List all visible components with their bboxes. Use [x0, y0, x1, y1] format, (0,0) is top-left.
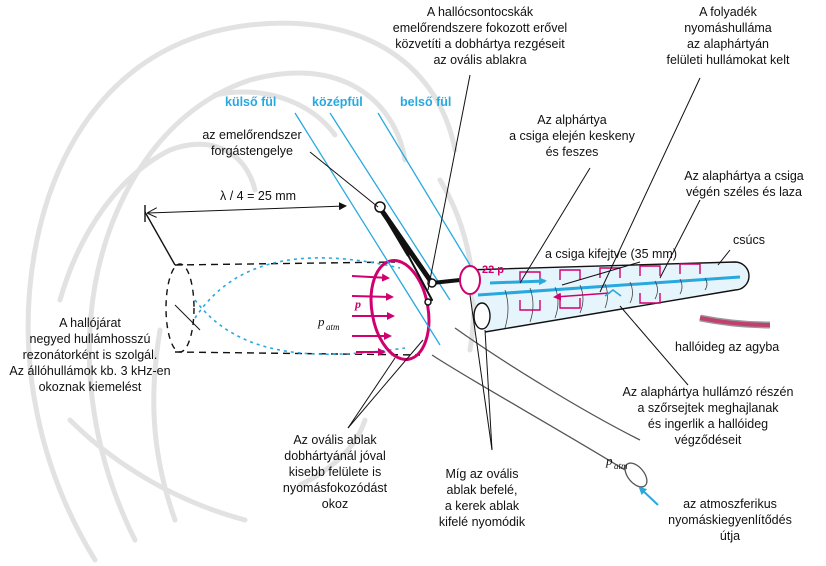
- svg-text:a csiga elején keskeny: a csiga elején keskeny: [509, 129, 636, 143]
- svg-text:A folyadék: A folyadék: [699, 5, 757, 19]
- svg-text:Az ovális ablak: Az ovális ablak: [293, 433, 377, 447]
- wavelength-label: λ / 4 = 25 mm: [220, 189, 296, 203]
- label-membrane-narrow: Az alphártya a csiga elején keskeny és f…: [509, 113, 636, 159]
- label-nerve: hallóideg az agyba: [675, 340, 779, 354]
- label-cochlea-unrolled: a csiga kifejtve (35 mm): [545, 247, 677, 261]
- svg-text:Az alaphártya hullámzó részén: Az alaphártya hullámzó részén: [623, 385, 794, 399]
- eustachian-tube: [431, 327, 659, 506]
- label-oval-window: Az ovális ablak dobhártyánál jóval kiseb…: [283, 433, 388, 511]
- symbol-p-atm-canal: p atm: [317, 314, 340, 332]
- label-membrane-wide: Az alaphártya a csiga végén széles és la…: [684, 169, 804, 199]
- ear-outline-background: [25, 20, 477, 563]
- label-ear-canal: A hallójárat negyed hullámhosszú rezonát…: [9, 316, 170, 394]
- symbol-p-atm-tube: p atm: [605, 453, 628, 471]
- svg-text:forgástengelye: forgástengelye: [211, 144, 293, 158]
- svg-text:és ingerlik a hallóideg: és ingerlik a hallóideg: [648, 417, 768, 431]
- svg-text:az emelőrendszer: az emelőrendszer: [202, 128, 301, 142]
- svg-text:rezonátorként is szolgál.: rezonátorként is szolgál.: [23, 348, 158, 362]
- svg-text:nyomáshulláma: nyomáshulláma: [684, 21, 772, 35]
- label-eustachian: az atmoszferikus nyomáskiegyenlítődés út…: [668, 497, 792, 543]
- auditory-nerve: [699, 314, 771, 329]
- svg-text:végződéseit: végződéseit: [675, 433, 742, 447]
- svg-text:nyomáskiegyenlítődés: nyomáskiegyenlítődés: [668, 513, 792, 527]
- svg-text:útja: útja: [720, 529, 740, 543]
- region-inner: belső fül: [400, 95, 451, 109]
- svg-text:az ovális ablakra: az ovális ablakra: [433, 53, 526, 67]
- svg-text:okoznak kiemelést: okoznak kiemelést: [39, 380, 142, 394]
- svg-text:ablak befelé,: ablak befelé,: [447, 483, 518, 497]
- svg-text:a kerek ablak: a kerek ablak: [445, 499, 520, 513]
- ossicle-lever: [374, 201, 462, 306]
- p-atm-tube: p: [605, 453, 613, 468]
- cochlea: [459, 261, 750, 333]
- p-atm-tube-sub: atm: [614, 461, 628, 471]
- region-lines: [294, 112, 471, 346]
- label-windows-motion: Míg az ovális ablak befelé, a kerek abla…: [439, 467, 526, 529]
- svg-text:A hallójárat: A hallójárat: [59, 316, 121, 330]
- p-eardrum: p: [354, 297, 361, 311]
- svg-text:közvetíti a dobhártya rezgései: közvetíti a dobhártya rezgéseit: [395, 37, 565, 51]
- p-atm-canal-sub: atm: [326, 322, 340, 332]
- svg-text:Az alphártya: Az alphártya: [537, 113, 607, 127]
- region-middle: középfül: [312, 95, 363, 109]
- svg-text:Míg az ovális: Míg az ovális: [446, 467, 519, 481]
- svg-text:felületi hullámokat kelt: felületi hullámokat kelt: [667, 53, 791, 67]
- svg-text:A hallócsontocskák: A hallócsontocskák: [427, 5, 534, 19]
- svg-text:kisebb felülete is: kisebb felülete is: [289, 465, 381, 479]
- svg-text:kifelé nyomódik: kifelé nyomódik: [439, 515, 526, 529]
- svg-text:Az állóhullámok kb. 3 kHz-en: Az állóhullámok kb. 3 kHz-en: [9, 364, 170, 378]
- label-lever-axis: az emelőrendszer forgástengelye: [202, 128, 301, 158]
- svg-text:végén széles és laza: végén széles és laza: [686, 185, 802, 199]
- standing-wave: [194, 257, 406, 356]
- svg-text:az atmoszferikus: az atmoszferikus: [683, 497, 777, 511]
- wavelength-dimension: λ / 4 = 25 mm: [148, 189, 345, 213]
- svg-text:Az alaphártya a csiga: Az alaphártya a csiga: [684, 169, 804, 183]
- label-apex: csúcs: [733, 233, 765, 247]
- p-atm-canal: p: [317, 314, 325, 329]
- label-hair-cells: Az alaphártya hullámzó részén a szőrsejt…: [623, 385, 794, 447]
- svg-text:és feszes: és feszes: [546, 145, 599, 159]
- region-outer: külső fül: [225, 95, 276, 109]
- pressure-arrows: [351, 273, 395, 356]
- svg-text:az alaphártyán: az alaphártyán: [687, 37, 769, 51]
- label-ossicles: A hallócsontocskák emelőrendszere fokozo…: [393, 5, 567, 67]
- label-fluid-wave: A folyadék nyomáshulláma az alaphártyán …: [667, 5, 791, 67]
- svg-text:a szőrsejtek meghajlanak: a szőrsejtek meghajlanak: [637, 401, 779, 415]
- svg-text:okoz: okoz: [322, 497, 348, 511]
- svg-text:nyomásfokozódást: nyomásfokozódást: [283, 481, 388, 495]
- svg-text:emelőrendszere fokozott erővel: emelőrendszere fokozott erővel: [393, 21, 567, 35]
- p22-label: 22 p: [482, 264, 504, 276]
- svg-text:dobhártyánál jóval: dobhártyánál jóval: [284, 449, 385, 463]
- pointer-lines: [174, 74, 731, 451]
- svg-text:negyed hullámhosszú: negyed hullámhosszú: [30, 332, 151, 346]
